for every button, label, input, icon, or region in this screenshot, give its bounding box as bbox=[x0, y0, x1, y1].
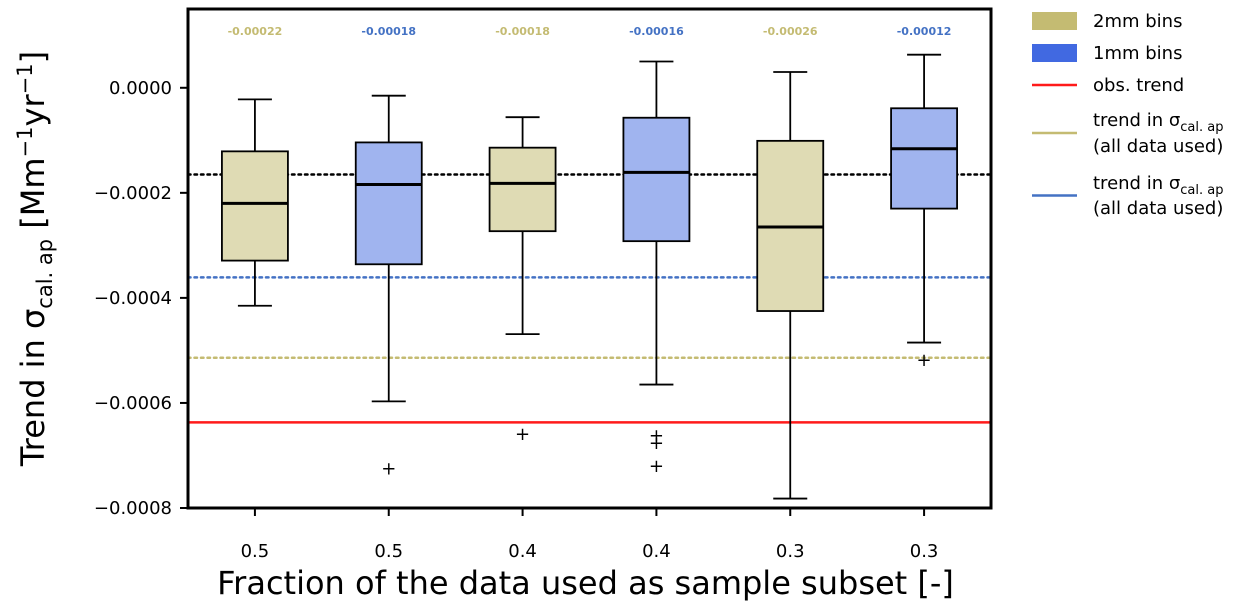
outlier-marker: + bbox=[515, 424, 530, 445]
box-series: ++ ++++ bbox=[221, 53, 958, 500]
box-iqr bbox=[354, 141, 423, 266]
x-axis-label: Fraction of the data used as sample subs… bbox=[217, 564, 954, 602]
y-tick-label: −0.0006 bbox=[94, 393, 172, 414]
box-iqr bbox=[221, 150, 289, 262]
median-labels: -0.00022 -0.00018 -0.00018 -0.00016 -0.00026… bbox=[228, 25, 952, 38]
y-tick-label: −0.0002 bbox=[94, 183, 172, 204]
outlier-marker: + bbox=[649, 433, 664, 454]
ylabel-units: [Mm bbox=[14, 157, 52, 238]
legend-label: trend in σcal. ap bbox=[1093, 110, 1223, 135]
outlier-marker: + bbox=[649, 456, 664, 477]
box-5 bbox=[756, 71, 825, 500]
x-tick-label: 0.4 bbox=[508, 541, 537, 562]
x-axis: 0.5 0.5 0.4 0.4 0.3 0.3 bbox=[241, 508, 939, 562]
x-tick-label: 0.3 bbox=[776, 541, 805, 562]
ylabel-superscript: −1 bbox=[13, 63, 37, 94]
box-3: + bbox=[488, 116, 557, 445]
outlier-marker: + bbox=[917, 350, 932, 371]
x-tick-label: 0.4 bbox=[642, 541, 671, 562]
legend-label: 1mm bins bbox=[1093, 43, 1182, 64]
y-tick-label: −0.0008 bbox=[94, 498, 172, 519]
legend-item-1mm: 1mm bins bbox=[1032, 43, 1182, 64]
ylabel-superscript: −1 bbox=[13, 126, 37, 157]
outlier-marker: + bbox=[381, 459, 396, 480]
ylabel-units: yr bbox=[14, 94, 52, 127]
reference-lines bbox=[186, 173, 993, 424]
plot-frame bbox=[186, 7, 993, 510]
legend-label: obs. trend bbox=[1093, 75, 1184, 96]
legend-swatch bbox=[1032, 12, 1077, 30]
box-iqr bbox=[622, 116, 691, 243]
x-tick-label: 0.3 bbox=[910, 541, 939, 562]
median-label: -0.00018 bbox=[361, 25, 416, 38]
box-iqr bbox=[488, 146, 557, 233]
box-6: + bbox=[890, 53, 958, 371]
median-label: -0.00016 bbox=[629, 25, 684, 38]
y-tick-label: −0.0004 bbox=[94, 288, 172, 309]
legend-label: (all data used) bbox=[1093, 136, 1223, 157]
y-axis: 0.0000 −0.0002 −0.0004 −0.0006 −0.0008 bbox=[94, 78, 188, 519]
y-axis-label: Trend in σcal. ap [Mm−1yr−1] bbox=[13, 51, 57, 467]
box-4: +++ bbox=[622, 60, 691, 477]
legend-item-all2: trend in σcal. ap(all data used) bbox=[1032, 110, 1223, 157]
ylabel-subscript: cal. ap bbox=[33, 239, 57, 309]
legend-item-all1: trend in σcal. ap(all data used) bbox=[1032, 173, 1223, 219]
median-label: -0.00026 bbox=[763, 25, 818, 38]
legend-label-main: trend in σ bbox=[1093, 110, 1180, 131]
ylabel-units: ] bbox=[14, 51, 52, 63]
legend-label: trend in σcal. ap bbox=[1093, 173, 1223, 198]
legend-label-subscript: cal. ap bbox=[1180, 120, 1223, 135]
ylabel-prefix: Trend in σ bbox=[14, 309, 52, 467]
legend-item-obs: obs. trend bbox=[1032, 75, 1184, 96]
x-tick-label: 0.5 bbox=[374, 541, 403, 562]
box-1 bbox=[221, 98, 289, 307]
legend-label: 2mm bins bbox=[1093, 11, 1182, 32]
box-iqr bbox=[890, 107, 958, 210]
median-label: -0.00018 bbox=[495, 25, 550, 38]
legend-label: (all data used) bbox=[1093, 198, 1223, 219]
x-tick-label: 0.5 bbox=[241, 541, 270, 562]
legend-swatch bbox=[1032, 44, 1077, 62]
outlier-marker: + bbox=[649, 426, 664, 447]
median-label: -0.00012 bbox=[897, 25, 952, 38]
legend-label-main: trend in σ bbox=[1093, 173, 1180, 194]
legend-label-subscript: cal. ap bbox=[1180, 183, 1223, 198]
box-2: + bbox=[354, 94, 423, 480]
y-tick-label: 0.0000 bbox=[109, 78, 172, 99]
legend-item-2mm: 2mm bins bbox=[1032, 11, 1182, 32]
median-label: -0.00022 bbox=[228, 25, 283, 38]
